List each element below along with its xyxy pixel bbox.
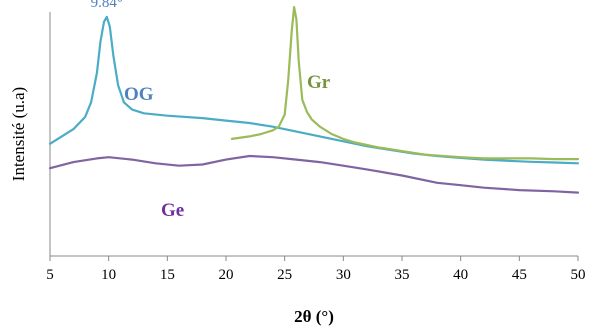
- peak-annotation-og: 9.84°: [91, 0, 123, 11]
- x-tick-label-30: 30: [336, 267, 351, 283]
- series-label-og: OG: [124, 84, 154, 105]
- series-line-gr: [230, 5, 580, 161]
- series-label-ge: Ge: [161, 200, 184, 221]
- label-group: 9.84° 26.4° OG Gr Ge: [91, 0, 331, 221]
- x-tick-label-20: 20: [219, 267, 234, 283]
- x-tick-label-35: 35: [395, 267, 410, 283]
- x-ticks: 5 10 15 20 25 30 35 40 45 50: [46, 256, 586, 283]
- y-axis-title: Intensité (u.a): [9, 87, 28, 181]
- x-axis-title: 2θ (°): [294, 307, 334, 326]
- x-tick-label-15: 15: [160, 267, 175, 283]
- peak-annotation-gr: 26.4°: [278, 0, 310, 1]
- x-tick-label-45: 45: [512, 267, 527, 283]
- series-group: [48, 5, 580, 194]
- x-tick-label-5: 5: [46, 267, 54, 283]
- x-tick-label-10: 10: [101, 267, 116, 283]
- series-line-ge: [48, 154, 580, 194]
- x-tick-label-25: 25: [277, 267, 292, 283]
- x-tick-label-50: 50: [571, 267, 586, 283]
- x-tick-label-40: 40: [453, 267, 468, 283]
- series-label-gr: Gr: [307, 72, 331, 93]
